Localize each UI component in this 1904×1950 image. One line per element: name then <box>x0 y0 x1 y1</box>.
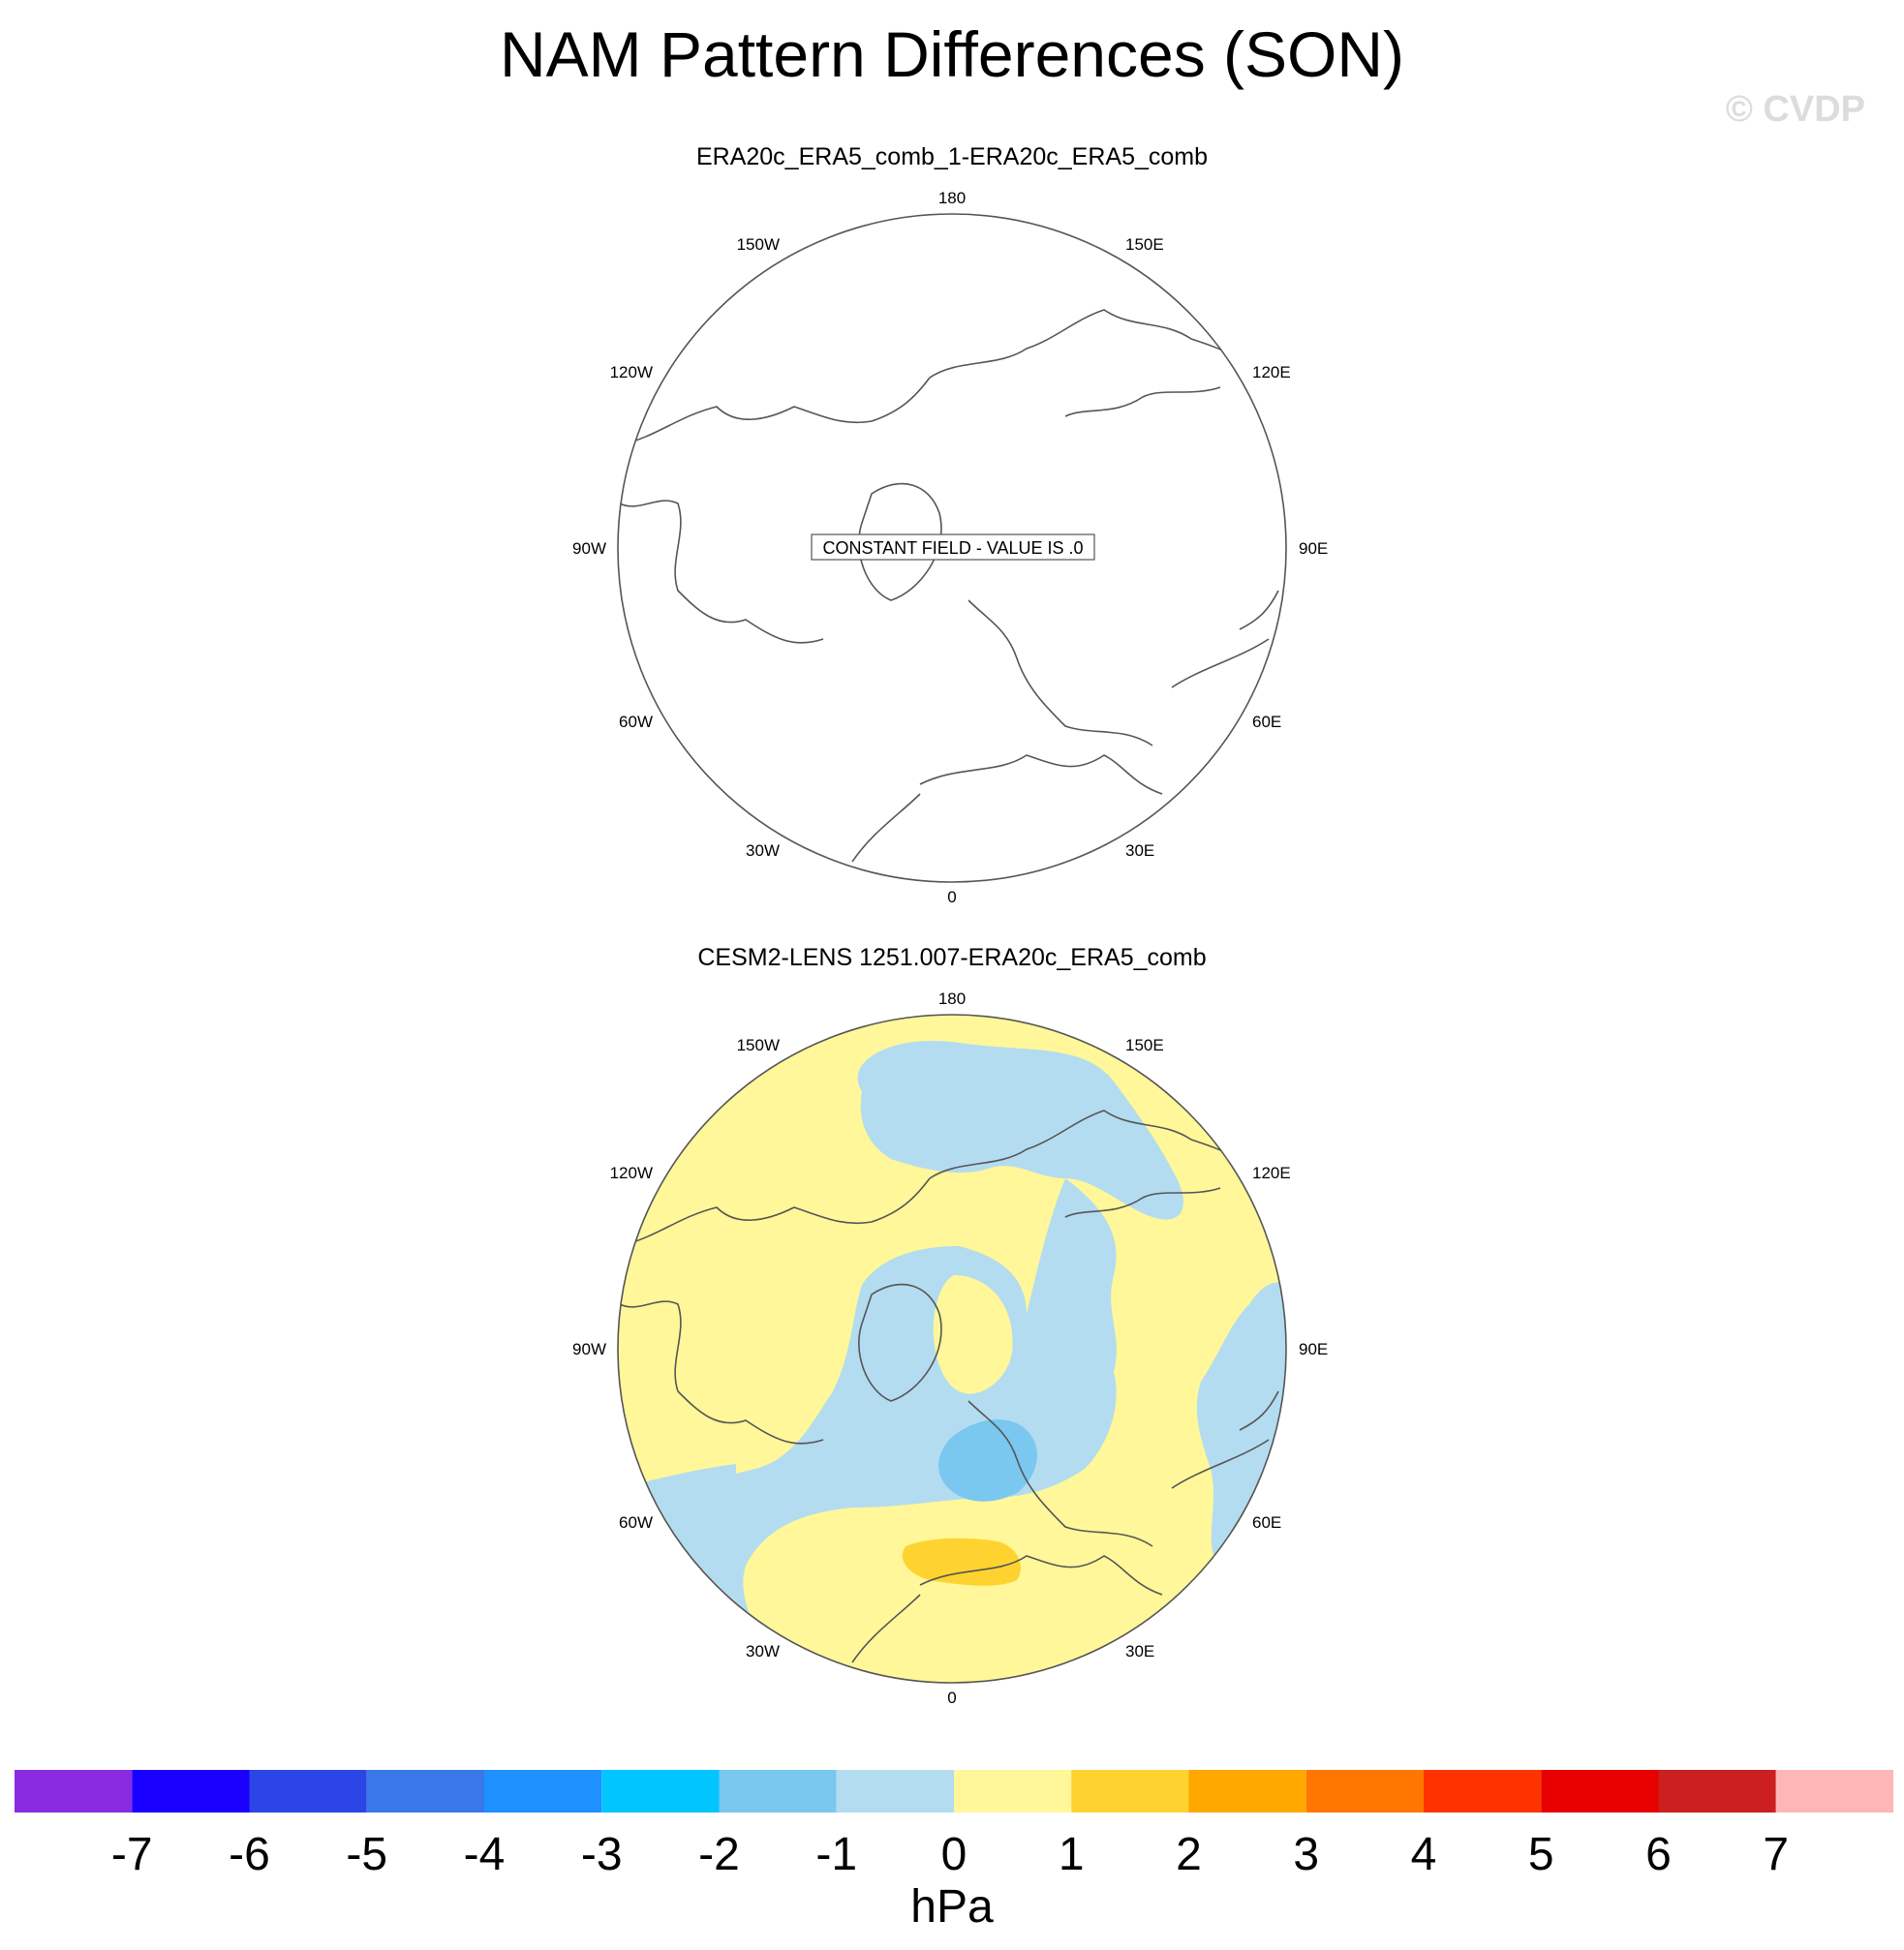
panel2-map: 180 150W 150E 120W 120E 90W 90E 60W 60E … <box>572 990 1328 1707</box>
panel1-lon-label-180: 180 <box>938 189 966 207</box>
panel2-lon-label-30w: 30W <box>746 1642 780 1661</box>
colorbar-tick-label: 7 <box>1763 1829 1790 1880</box>
colorbar <box>15 1770 1893 1813</box>
panel2-map-border <box>617 1014 1287 1684</box>
colorbar-swatch <box>249 1770 367 1813</box>
panel2-lon-label-180: 180 <box>938 990 966 1008</box>
colorbar-swatch <box>132 1770 250 1813</box>
panel2-lon-label-0: 0 <box>947 1689 956 1707</box>
panel1-lon-label-30e: 30E <box>1125 841 1154 860</box>
colorbar-tick-label: 3 <box>1293 1829 1320 1880</box>
panel1-lon-label-60e: 60E <box>1252 713 1281 731</box>
panel2-positive-island <box>933 1275 1013 1394</box>
colorbar-tick-label: 4 <box>1410 1829 1437 1880</box>
colorbar-swatch <box>15 1770 133 1813</box>
colorbar-swatch <box>1541 1770 1659 1813</box>
panel2-positive-core <box>902 1538 1021 1586</box>
panel1-lon-label-90e: 90E <box>1299 539 1328 558</box>
panel1-lon-label-120w: 120W <box>610 363 653 381</box>
colorbar-tick-label: -1 <box>815 1829 858 1880</box>
colorbar-tick-label: 5 <box>1527 1829 1554 1880</box>
figure-title: NAM Pattern Differences (SON) <box>499 18 1405 90</box>
panel1-lon-label-30w: 30W <box>746 841 780 860</box>
panel1-lon-label-0: 0 <box>947 888 956 906</box>
colorbar-swatch <box>1775 1770 1893 1813</box>
panel1-map-border <box>617 213 1287 883</box>
colorbar-tick-label: -3 <box>580 1829 623 1880</box>
panel2-negative-region-north <box>857 1041 1183 1220</box>
panel2-lon-label-60w: 60W <box>619 1513 653 1532</box>
panel2-coastlines <box>619 1110 1279 1663</box>
panel2-lon-label-30e: 30E <box>1125 1642 1154 1661</box>
colorbar-swatch <box>954 1770 1072 1813</box>
colorbar-swatch <box>1424 1770 1542 1813</box>
panel2-lon-label-90e: 90E <box>1299 1340 1328 1358</box>
colorbar-swatch <box>1658 1770 1776 1813</box>
panel2-negative-core <box>937 1419 1037 1502</box>
panel1-constant-field-note: CONSTANT FIELD - VALUE IS .0 <box>822 538 1083 558</box>
panel2-lon-label-120w: 120W <box>610 1164 653 1182</box>
colorbar-tick-label: 1 <box>1058 1829 1085 1880</box>
colorbar-swatch <box>1188 1770 1306 1813</box>
colorbar-tick-label: -5 <box>346 1829 388 1880</box>
panel1-lon-label-120e: 120E <box>1252 363 1291 381</box>
colorbar-swatch <box>601 1770 720 1813</box>
panel2-anomaly-fields <box>620 1041 1286 1682</box>
colorbar-swatch <box>366 1770 484 1813</box>
colorbar-swatch <box>836 1770 954 1813</box>
panel1-lon-label-150w: 150W <box>737 235 780 254</box>
colorbar-tick-label: -2 <box>698 1829 740 1880</box>
panel1-title: ERA20c_ERA5_comb_1-ERA20c_ERA5_comb <box>695 143 1209 170</box>
colorbar-swatch <box>719 1770 837 1813</box>
panel1-note-box <box>811 533 1095 561</box>
panel2-lon-label-60e: 60E <box>1252 1513 1281 1532</box>
panel1-map: CONSTANT FIELD - VALUE IS .0 180 150W 15… <box>572 189 1328 906</box>
panel2-title: CESM2-LENS 1251.007-ERA20c_ERA5_comb <box>697 944 1207 971</box>
panel2-lon-label-150w: 150W <box>737 1036 780 1054</box>
colorbar-tick-label: -7 <box>110 1829 153 1880</box>
colorbar-tick-label: 6 <box>1645 1829 1672 1880</box>
panel1-lon-label-90w: 90W <box>572 539 606 558</box>
panel2-lon-label-120e: 120E <box>1252 1164 1291 1182</box>
panel2-lon-label-90w: 90W <box>572 1340 606 1358</box>
copyright-watermark: © CVDP <box>1725 89 1865 130</box>
panel1-lon-label-60w: 60W <box>619 713 653 731</box>
colorbar-swatch <box>484 1770 602 1813</box>
colorbar-tick-label: 2 <box>1176 1829 1202 1880</box>
colorbar-tick-label: -4 <box>463 1829 506 1880</box>
panel2-lon-label-150e: 150E <box>1125 1036 1164 1054</box>
colorbar-tick-label: -6 <box>229 1829 270 1880</box>
colorbar-units: hPa <box>910 1881 994 1933</box>
colorbar-swatch <box>1071 1770 1189 1813</box>
colorbar-swatch <box>1305 1770 1424 1813</box>
panel1-coastlines <box>619 309 1279 863</box>
colorbar-tick-label: 0 <box>940 1829 967 1880</box>
panel1-lon-label-150e: 150E <box>1125 235 1164 254</box>
